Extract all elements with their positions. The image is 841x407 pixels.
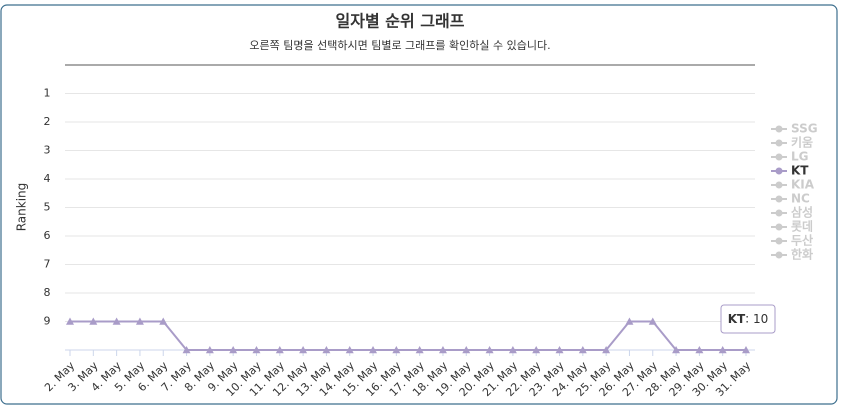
point — [742, 346, 750, 354]
point — [159, 317, 168, 325]
point — [485, 346, 494, 354]
point — [205, 346, 214, 354]
legend-symbol — [775, 223, 783, 231]
point — [322, 346, 331, 354]
tooltip-box — [720, 304, 776, 334]
legend-item[interactable]: LG — [791, 150, 809, 164]
tooltip-name: KT — [728, 312, 746, 326]
point — [415, 346, 424, 354]
series-line — [70, 320, 746, 351]
point — [275, 346, 284, 354]
legend-symbol — [775, 237, 783, 245]
frame — [0, 4, 838, 405]
legend-item[interactable]: NC — [791, 192, 810, 206]
point — [369, 346, 378, 354]
point — [672, 346, 681, 354]
legend-symbol — [775, 181, 783, 189]
point — [345, 346, 354, 354]
legend-symbol — [775, 195, 783, 203]
chart-subtitle: 오른쪽 팀명을 선택하시면 팀별로 그래프를 확인하실 수 있습니다. — [249, 38, 550, 52]
point — [135, 317, 144, 325]
y-tick-label: 8 — [44, 286, 51, 299]
y-tick-label: 4 — [44, 172, 51, 185]
y-tick-label: 7 — [44, 258, 51, 271]
point — [648, 317, 657, 325]
y-tick-label: 6 — [44, 229, 51, 242]
legend-item[interactable]: 한화 — [791, 247, 813, 262]
legend-item[interactable]: SSG — [791, 122, 818, 136]
y-axis-label: Ranking — [15, 183, 29, 232]
y-tick-label: 2 — [44, 115, 51, 128]
point — [718, 346, 727, 354]
point — [66, 317, 74, 325]
chart-title: 일자별 순위 그래프 — [336, 12, 465, 31]
point — [229, 346, 238, 354]
point — [555, 346, 564, 354]
y-tick-label: 5 — [44, 201, 51, 214]
tooltip: KT: 10 — [720, 304, 776, 334]
tooltip-text: KT: 10 — [728, 312, 769, 326]
tooltip-value: 10 — [753, 312, 768, 326]
legend-item[interactable]: 롯데 — [791, 219, 813, 234]
point — [508, 346, 517, 354]
point — [625, 317, 634, 325]
legend-item[interactable]: 두산 — [791, 233, 813, 248]
point — [695, 346, 704, 354]
point — [532, 346, 541, 354]
legend-symbol — [775, 167, 783, 175]
point — [112, 317, 121, 325]
legend-item[interactable]: KIA — [791, 178, 815, 192]
legend-symbol — [775, 139, 783, 147]
point — [89, 317, 98, 325]
y-tick-label: 9 — [44, 315, 51, 328]
point — [578, 346, 587, 354]
legend-symbol — [775, 251, 783, 259]
point — [438, 346, 447, 354]
legend-item[interactable]: KT — [791, 164, 809, 178]
legend-item[interactable]: 삼성 — [791, 205, 813, 220]
y-tick-label: 3 — [44, 144, 51, 157]
legend-symbol — [775, 209, 783, 217]
point — [462, 346, 471, 354]
point — [182, 346, 191, 354]
point — [299, 346, 308, 354]
legend-item[interactable]: 키움 — [791, 135, 813, 150]
y-tick-label: 1 — [44, 87, 51, 100]
point — [602, 346, 611, 354]
legend-symbol — [775, 153, 783, 161]
point — [252, 346, 261, 354]
point — [392, 346, 401, 354]
legend-symbol — [775, 125, 783, 133]
